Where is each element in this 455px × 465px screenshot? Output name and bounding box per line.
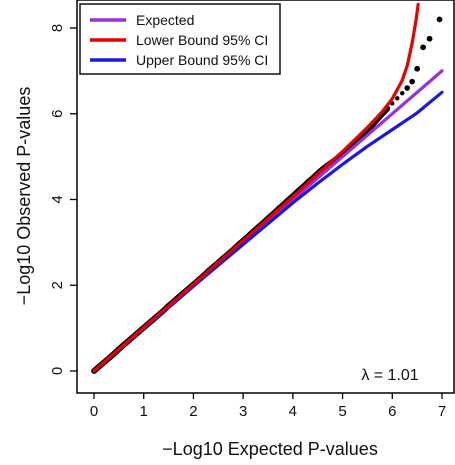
legend-label-upper-bound: Upper Bound 95% CI [136,52,268,68]
x-axis-label: −Log10 Expected P-values [162,439,378,459]
x-tick-label: 7 [438,403,446,420]
plot-data-group [91,2,444,374]
legend: Expected Lower Bound 95% CI Upper Bound … [79,3,281,75]
observed-point-top [409,78,415,85]
lower-bound-ci-line [92,2,420,373]
legend-label-lower-bound: Lower Bound 95% CI [136,32,268,48]
y-tick-label: 6 [49,110,66,118]
y-tick-label: 0 [49,367,66,375]
y-tick-label: 8 [49,24,66,32]
observed-point-top [420,44,426,51]
x-axis-ticks: 0 1 2 3 4 5 6 7 [90,393,446,420]
observed-point-top [414,65,420,72]
x-tick-label: 6 [388,403,396,420]
observed-point-top [404,85,411,91]
legend-label-expected: Expected [136,12,194,28]
observed-point-top [426,35,433,42]
x-tick-label: 3 [239,403,247,420]
y-axis-ticks: 0 2 4 6 8 [49,24,77,375]
observed-point-top [436,16,443,23]
x-tick-label: 1 [140,403,148,420]
x-tick-label: 2 [189,403,197,420]
x-tick-label: 0 [90,403,98,420]
lambda-annotation: λ = 1.01 [361,367,418,384]
y-tick-label: 4 [49,195,66,203]
observed-point [395,96,400,101]
y-tick-label: 2 [49,281,66,289]
observed-point [400,90,405,96]
y-axis-label: −Log10 Observed P-values [14,87,34,306]
x-tick-label: 5 [338,403,346,420]
x-tick-label: 4 [289,403,297,420]
